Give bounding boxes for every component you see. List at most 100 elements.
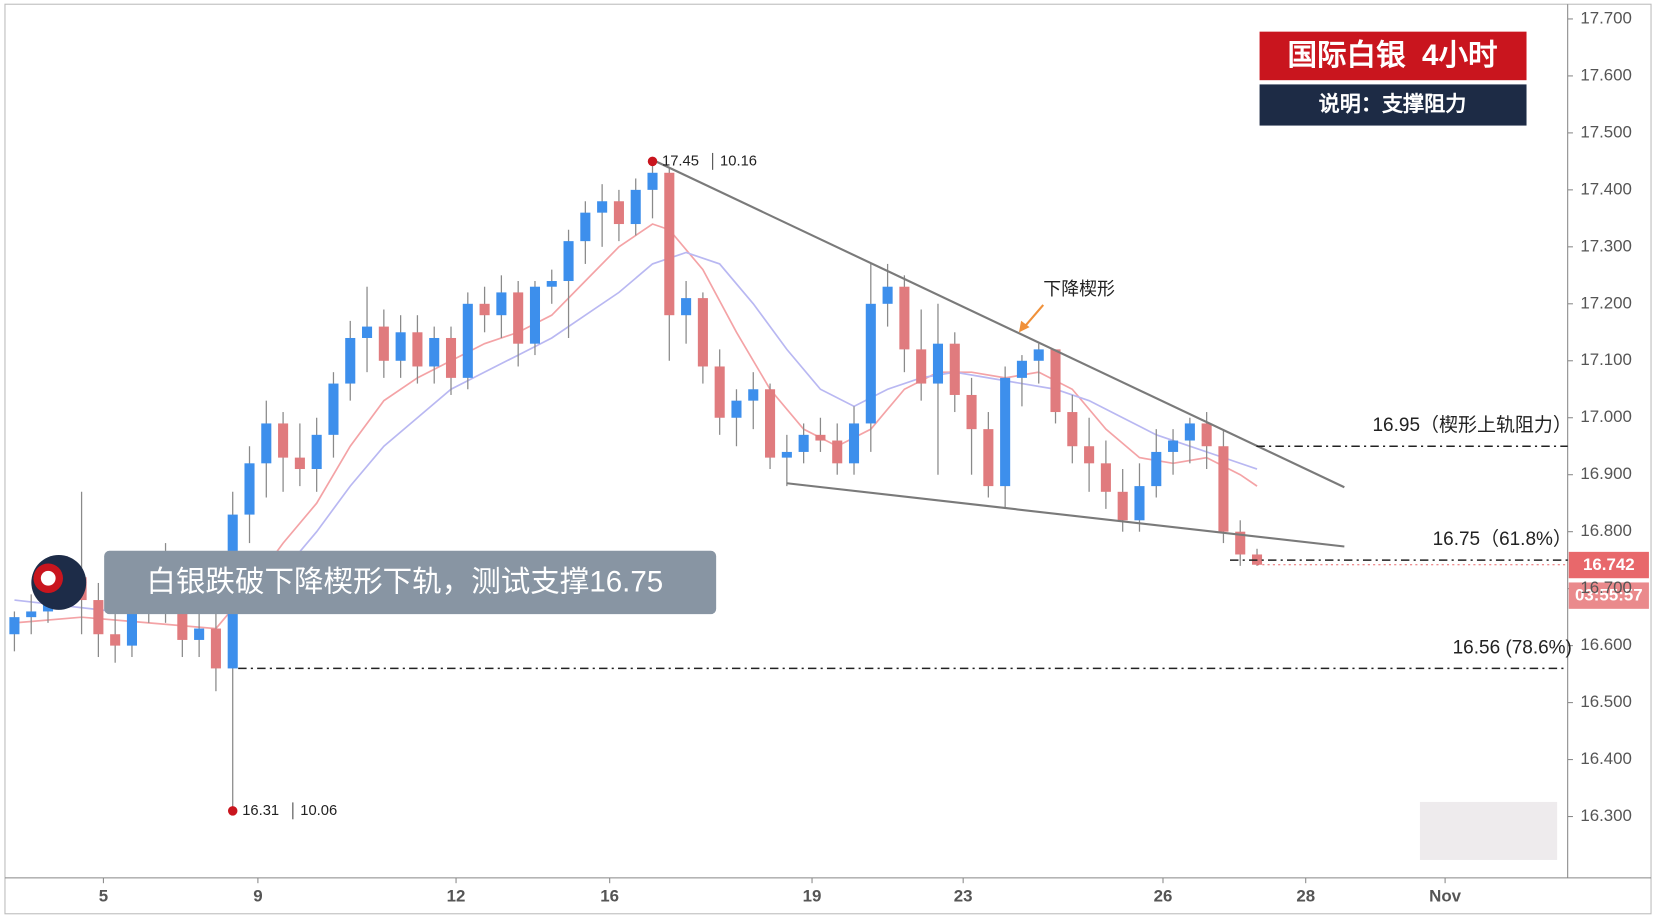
trend-line <box>786 482 1345 548</box>
candle-body <box>765 389 776 458</box>
candle-body <box>93 600 104 635</box>
candle-body <box>26 611 37 618</box>
candle-body <box>664 172 675 316</box>
last-price: 16.742 <box>1583 555 1635 574</box>
candle-body <box>580 212 591 242</box>
candle-body <box>731 400 742 418</box>
extreme-value: 16.31 <box>242 803 279 819</box>
candle-body <box>278 423 289 458</box>
moving-average <box>14 223 1258 630</box>
countdown: 03:55:57 <box>1575 586 1643 605</box>
candle-body <box>798 434 809 452</box>
candle-body <box>529 286 541 344</box>
x-tick-label: 28 <box>1296 886 1315 905</box>
candle-body <box>345 337 356 384</box>
x-tick-label: 9 <box>253 886 262 905</box>
candle-body <box>328 383 339 435</box>
candle-body <box>848 423 860 464</box>
candle-body <box>882 286 893 304</box>
candle-body <box>1235 531 1246 555</box>
candle-body <box>294 457 305 470</box>
candle-body <box>1184 423 1195 441</box>
pattern-label: 下降楔形 <box>1043 279 1115 299</box>
candle-body <box>916 349 927 384</box>
candle-body <box>395 332 406 361</box>
extreme-date: 10.06 <box>300 803 337 819</box>
plot-area: 16.95（楔形上轨阻力） 16.75（61.8%） 16.56 (78.6%) 17… <box>9 18 1573 884</box>
candle-body <box>429 337 440 367</box>
candle-body <box>378 326 389 361</box>
level-label: 16.56 (78.6%) <box>1453 637 1572 658</box>
y-tick-label: 16.800 <box>1580 521 1632 540</box>
candle-body <box>681 298 692 316</box>
subtitle-box <box>1259 84 1527 126</box>
x-tick-label: 12 <box>447 886 466 905</box>
candle-body <box>630 189 641 225</box>
extreme-date: 10.16 <box>720 153 757 169</box>
y-tick-label: 16.300 <box>1580 806 1632 825</box>
x-tick-label: 26 <box>1154 886 1173 905</box>
candle-body <box>445 337 457 378</box>
y-tick-label: 17.700 <box>1580 8 1632 27</box>
candle-body <box>983 429 994 487</box>
candle-body <box>311 434 322 470</box>
candle-body <box>546 281 557 287</box>
extreme-dot <box>647 156 658 167</box>
y-tick-label: 17.200 <box>1580 293 1632 312</box>
y-tick-label: 16.400 <box>1580 749 1632 768</box>
candle-body <box>865 303 876 424</box>
y-tick-label: 16.700 <box>1580 578 1632 597</box>
candle-body <box>697 298 708 367</box>
callout-text: 白银跌破下降楔形下轨，测试支撑16.75 <box>146 565 663 598</box>
candle-body <box>563 241 574 282</box>
candle-body <box>1117 491 1128 521</box>
y-tick-label: 16.600 <box>1580 635 1632 654</box>
y-tick-label: 16.900 <box>1580 464 1632 483</box>
candle-body <box>1100 463 1111 492</box>
moving-average <box>14 251 1258 613</box>
callout-box <box>104 550 717 615</box>
candle-body <box>1084 446 1095 464</box>
candle-body <box>479 303 490 316</box>
pattern-arrow <box>1018 304 1045 333</box>
level-label: 16.95（楔形上轨阻力） <box>1373 414 1572 436</box>
y-tick-label: 17.100 <box>1580 350 1632 369</box>
y-tick-label: 17.300 <box>1580 236 1632 255</box>
candle-body <box>932 343 944 384</box>
candle-body <box>966 394 977 430</box>
candle-body <box>110 634 121 646</box>
candle-body <box>781 451 792 458</box>
candle-body <box>412 332 423 367</box>
candle-body <box>513 292 524 344</box>
y-tick-label: 17.600 <box>1580 65 1632 84</box>
candle-body <box>1033 349 1044 361</box>
candle-body <box>597 201 608 213</box>
x-tick-label: 23 <box>954 886 973 905</box>
candle-body <box>748 389 759 401</box>
extreme-dot <box>227 806 238 816</box>
candle-body <box>362 326 373 338</box>
candle-body <box>815 434 826 441</box>
y-tick-label: 17.000 <box>1580 407 1632 426</box>
frame <box>4 3 1652 915</box>
candle-body <box>194 628 205 640</box>
candle-body <box>9 617 20 635</box>
title-box <box>1259 31 1527 81</box>
candle-body <box>899 286 910 350</box>
candle-body <box>177 605 188 640</box>
level-label: 16.75（61.8%） <box>1433 528 1572 550</box>
candle-body <box>1168 440 1179 452</box>
candle-body <box>1151 451 1162 487</box>
candle-body <box>613 201 624 225</box>
chart-subtitle: 说明：支撑阻力 <box>1319 91 1467 116</box>
watermark <box>1419 801 1558 860</box>
candle-body <box>210 628 221 669</box>
y-tick-label: 17.400 <box>1580 179 1632 198</box>
candle-body <box>832 440 843 464</box>
candle-body <box>1218 446 1229 532</box>
extreme-value: 17.45 <box>662 153 699 169</box>
candle-body <box>126 611 137 646</box>
candle-body <box>261 423 272 464</box>
x-tick-label: 5 <box>99 886 108 905</box>
